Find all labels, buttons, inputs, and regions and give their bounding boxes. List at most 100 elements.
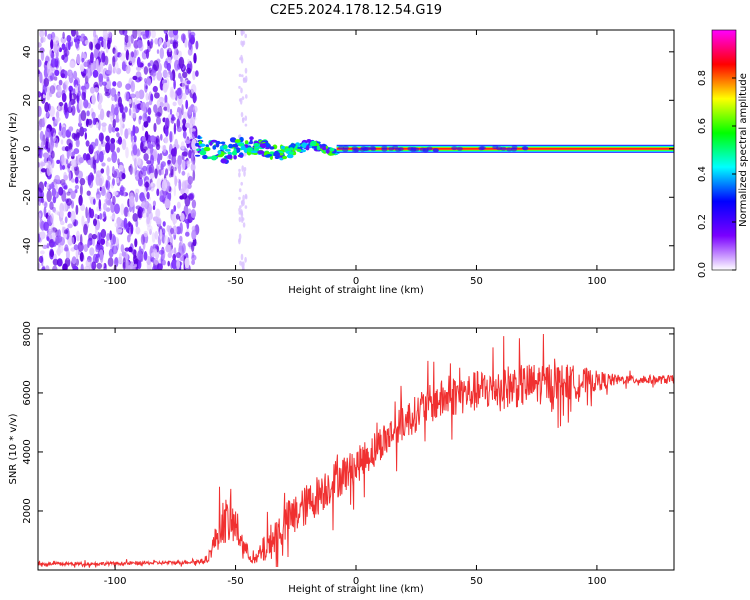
- noise-blob: [151, 30, 156, 39]
- noise-blob: [162, 144, 167, 153]
- noise-blob: [84, 132, 87, 140]
- noise-blob: [162, 82, 168, 93]
- noise-blob: [118, 164, 124, 173]
- noise-blob: [64, 102, 68, 113]
- noise-blob: [105, 69, 112, 75]
- noise-blob: [119, 52, 126, 61]
- noise-blob: [150, 69, 157, 77]
- noise-blob: [84, 39, 90, 45]
- noise-blob: [62, 31, 65, 39]
- carrier-speckle: [456, 146, 463, 151]
- noise-blob: [101, 125, 107, 133]
- noise-blob: [137, 260, 142, 270]
- noise-blob: [240, 181, 243, 186]
- snr-x-label: Height of straight line (km): [288, 584, 424, 595]
- noise-blob: [128, 246, 133, 253]
- signal-blob: [305, 145, 310, 151]
- noise-blob: [106, 165, 110, 177]
- noise-blob: [152, 265, 158, 270]
- noise-blob: [239, 97, 243, 105]
- noise-blob: [238, 188, 242, 193]
- noise-blob: [188, 149, 192, 159]
- noise-blob: [173, 79, 176, 90]
- noise-blob: [146, 203, 152, 215]
- noise-blob: [66, 191, 71, 196]
- noise-blob: [86, 190, 91, 196]
- noise-blob: [54, 69, 60, 76]
- noise-blob: [64, 216, 68, 224]
- noise-blob: [154, 38, 159, 45]
- noise-blob: [161, 169, 164, 175]
- colorbar-tick-label: 0.0: [697, 262, 708, 278]
- noise-blob: [117, 136, 123, 145]
- noise-blob: [68, 126, 74, 132]
- signal-blob: [231, 143, 238, 148]
- signal-blob: [209, 141, 213, 146]
- signal-blob: [302, 142, 307, 148]
- signal-blob: [244, 140, 249, 145]
- noise-blob: [181, 243, 186, 254]
- noise-blob: [190, 36, 195, 45]
- noise-blob: [107, 175, 111, 181]
- noise-blob: [149, 135, 156, 143]
- noise-blob: [129, 195, 135, 208]
- noise-blob: [170, 35, 173, 44]
- noise-blob: [81, 85, 85, 91]
- noise-blob: [146, 215, 150, 225]
- noise-blob: [243, 170, 246, 177]
- noise-blob: [67, 163, 71, 169]
- noise-blob: [95, 253, 100, 258]
- noise-blob: [79, 37, 84, 42]
- noise-blob: [106, 242, 112, 247]
- noise-blob: [141, 124, 145, 131]
- noise-blob: [170, 91, 177, 100]
- noise-blob: [103, 32, 109, 38]
- noise-blob: [159, 228, 163, 240]
- signal-blob: [322, 146, 327, 151]
- noise-blob: [106, 76, 110, 82]
- colorbar-tick-label: 0.8: [697, 70, 708, 86]
- noise-blob: [100, 168, 105, 174]
- noise-blob: [129, 163, 133, 176]
- noise-blob: [68, 171, 72, 182]
- noise-blob: [114, 127, 120, 132]
- noise-blob: [106, 138, 111, 150]
- noise-blob: [125, 223, 130, 233]
- noise-blob: [147, 62, 151, 67]
- noise-blob: [243, 152, 247, 157]
- noise-blob: [160, 163, 164, 171]
- noise-blob: [38, 105, 42, 117]
- noise-blob: [153, 60, 159, 72]
- noise-blob: [99, 151, 104, 163]
- noise-blob: [167, 159, 172, 165]
- noise-blob: [188, 106, 192, 115]
- carrier-speckle: [360, 146, 367, 151]
- noise-blob: [38, 255, 44, 264]
- noise-blob: [92, 69, 99, 78]
- noise-blob: [101, 162, 106, 167]
- noise-blob: [187, 183, 192, 190]
- noise-blob: [72, 88, 76, 95]
- noise-blob: [164, 198, 171, 209]
- noise-blob: [240, 200, 244, 205]
- noise-blob: [82, 128, 87, 132]
- noise-blob: [73, 166, 78, 171]
- noise-blob: [40, 50, 45, 61]
- signal-blob: [197, 135, 201, 139]
- noise-blob: [113, 168, 120, 179]
- noise-blob: [185, 160, 191, 165]
- noise-blob: [138, 170, 143, 180]
- noise-blob: [78, 157, 84, 164]
- x-tick-label: -100: [104, 576, 127, 587]
- noise-blob: [68, 101, 72, 113]
- noise-blob: [145, 101, 150, 110]
- noise-blob: [75, 128, 80, 141]
- snr-series-line: [38, 333, 674, 568]
- noise-blob: [164, 136, 169, 144]
- noise-blob: [71, 132, 77, 140]
- noise-blob: [244, 33, 247, 39]
- signal-blob: [249, 141, 253, 145]
- noise-blob: [145, 30, 150, 38]
- noise-blob: [48, 183, 55, 189]
- noise-blob: [171, 153, 176, 165]
